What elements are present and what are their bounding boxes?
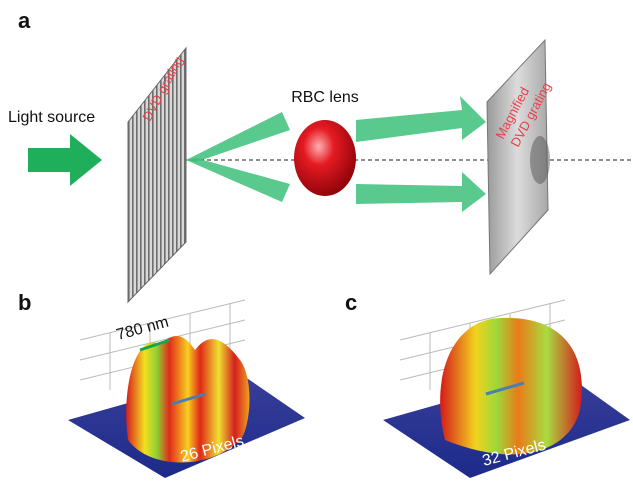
source-label: Light source xyxy=(8,109,95,126)
figure: a Light source DVD grating RBC lens Magn… xyxy=(0,0,633,481)
panel-label: b xyxy=(18,290,31,315)
rbc-lens xyxy=(294,120,356,196)
light-arrow xyxy=(28,134,102,186)
lens-label: RBC lens xyxy=(291,89,359,106)
beam xyxy=(186,158,290,202)
panel-label: c xyxy=(345,290,357,315)
beam xyxy=(356,96,486,142)
beam xyxy=(186,112,290,162)
panel-label: a xyxy=(18,8,31,33)
period-label: 780 nm xyxy=(115,314,171,344)
shadow xyxy=(530,136,550,184)
beam xyxy=(356,172,486,212)
